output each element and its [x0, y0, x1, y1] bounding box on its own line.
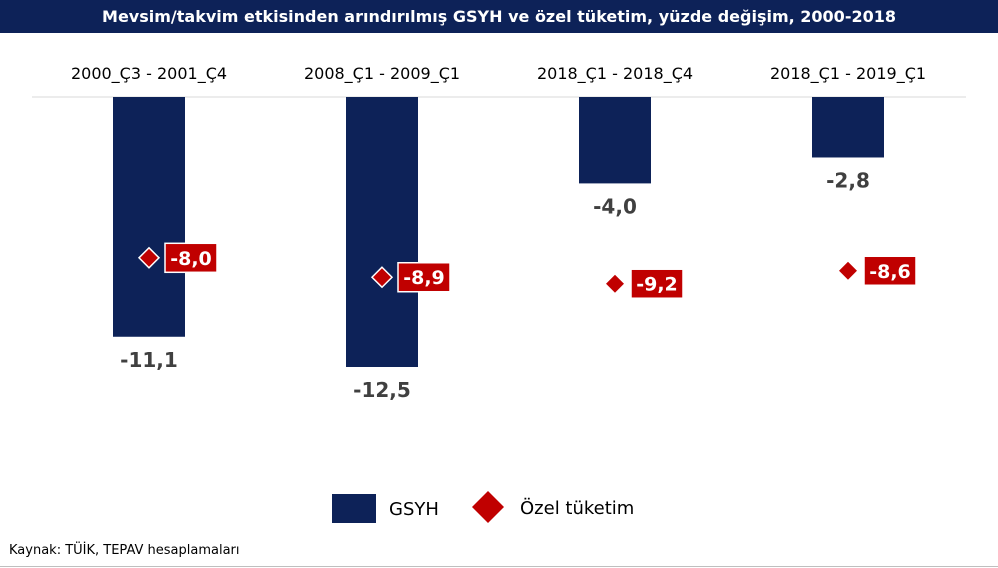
legend-gsyh-label: GSYH — [389, 499, 439, 520]
gsyh-bar — [113, 97, 185, 337]
ozel-tuketim-marker — [603, 272, 627, 295]
gsyh-bar — [579, 97, 651, 184]
gsyh-value-label: -2,8 — [826, 168, 870, 192]
chart-title: Mevsim/takvim etkisinden arındırılmış GS… — [0, 0, 998, 33]
gsyh-value-label: -11,1 — [120, 348, 178, 372]
ozel-tuketim-label-box — [397, 261, 451, 293]
ozel-tuketim-marker — [137, 246, 161, 269]
source-note: Kaynak: TÜİK, TEPAV hesaplamaları — [9, 543, 240, 558]
ozel-tuketim-value-label: -9,2 — [636, 274, 678, 296]
category-label: 2018_Ç1 - 2018_Ç4 — [537, 64, 693, 84]
gsyh-bar — [812, 97, 884, 158]
legend-gsyh-swatch — [332, 494, 376, 523]
ozel-tuketim-value-label: -8,9 — [403, 267, 445, 289]
category-label: 2008_Ç1 - 2009_Ç1 — [304, 64, 460, 84]
ozel-tuketim-marker — [370, 266, 394, 289]
legend-ozel-tuketim-label: Özel tüketim — [520, 497, 634, 519]
ozel-tuketim-value-label: -8,6 — [869, 261, 911, 283]
ozel-tuketim-label-box — [863, 255, 917, 287]
ozel-tuketim-marker — [836, 259, 860, 282]
chart-plot: 2000_Ç3 - 2001_Ç4 2008_Ç1 - 2009_Ç1 2018_Ç… — [32, 64, 966, 523]
ozel-tuketim-label-box — [164, 242, 218, 274]
category-label: 2018_Ç1 - 2019_Ç1 — [770, 64, 926, 84]
ozel-tuketim-label-box — [630, 268, 684, 299]
legend-ozel-tuketim-diamond — [472, 491, 504, 523]
ozel-tuketim-value-label: -8,0 — [170, 248, 212, 270]
bottom-divider — [0, 566, 998, 567]
gsyh-value-label: -12,5 — [353, 378, 411, 402]
gsyh-value-label: -4,0 — [593, 194, 637, 218]
gsyh-bar — [346, 97, 418, 367]
category-label: 2000_Ç3 - 2001_Ç4 — [71, 64, 227, 84]
